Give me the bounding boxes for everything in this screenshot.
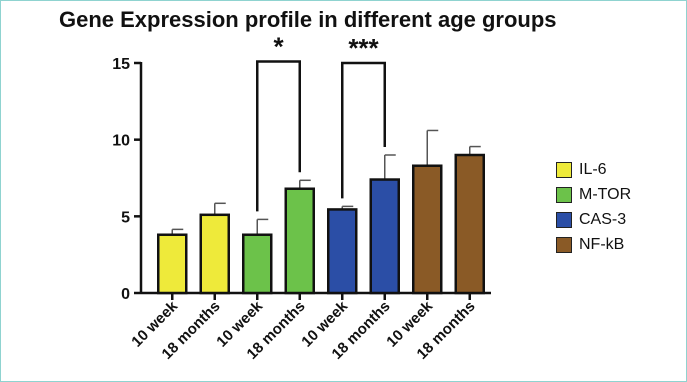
- legend-swatch: [556, 211, 572, 228]
- significance-label: ***: [348, 33, 379, 63]
- legend-label: M-TOR: [579, 185, 632, 203]
- legend-label: IL-6: [579, 160, 607, 178]
- significance-bracket: [341, 61, 386, 199]
- legend: IL-6 M-TOR CAS-3 NF-kB: [556, 157, 631, 257]
- bar: [242, 233, 273, 295]
- legend-swatch: [556, 236, 572, 253]
- legend-item: M-TOR: [556, 182, 631, 207]
- y-tick-label: 15: [112, 56, 130, 73]
- y-tick-label: 5: [121, 209, 130, 226]
- bar: [412, 164, 443, 295]
- legend-item: IL-6: [556, 157, 631, 182]
- legend-swatch: [556, 161, 572, 178]
- bar: [369, 178, 400, 295]
- bar: [327, 208, 358, 295]
- bar: [454, 153, 485, 295]
- legend-item: CAS-3: [556, 207, 631, 232]
- legend-item: NF-kB: [556, 232, 631, 257]
- legend-label: NF-kB: [579, 235, 625, 253]
- bar: [199, 213, 230, 295]
- y-tick-label: 0: [121, 286, 130, 303]
- significance-bracket: [256, 60, 301, 212]
- legend-swatch: [556, 186, 572, 203]
- bar: [157, 233, 188, 295]
- legend-label: CAS-3: [579, 210, 627, 228]
- significance-label: *: [273, 31, 284, 61]
- chart-title: Gene Expression profile in different age…: [59, 7, 557, 32]
- y-tick-label: 10: [112, 133, 130, 150]
- bar: [284, 187, 315, 295]
